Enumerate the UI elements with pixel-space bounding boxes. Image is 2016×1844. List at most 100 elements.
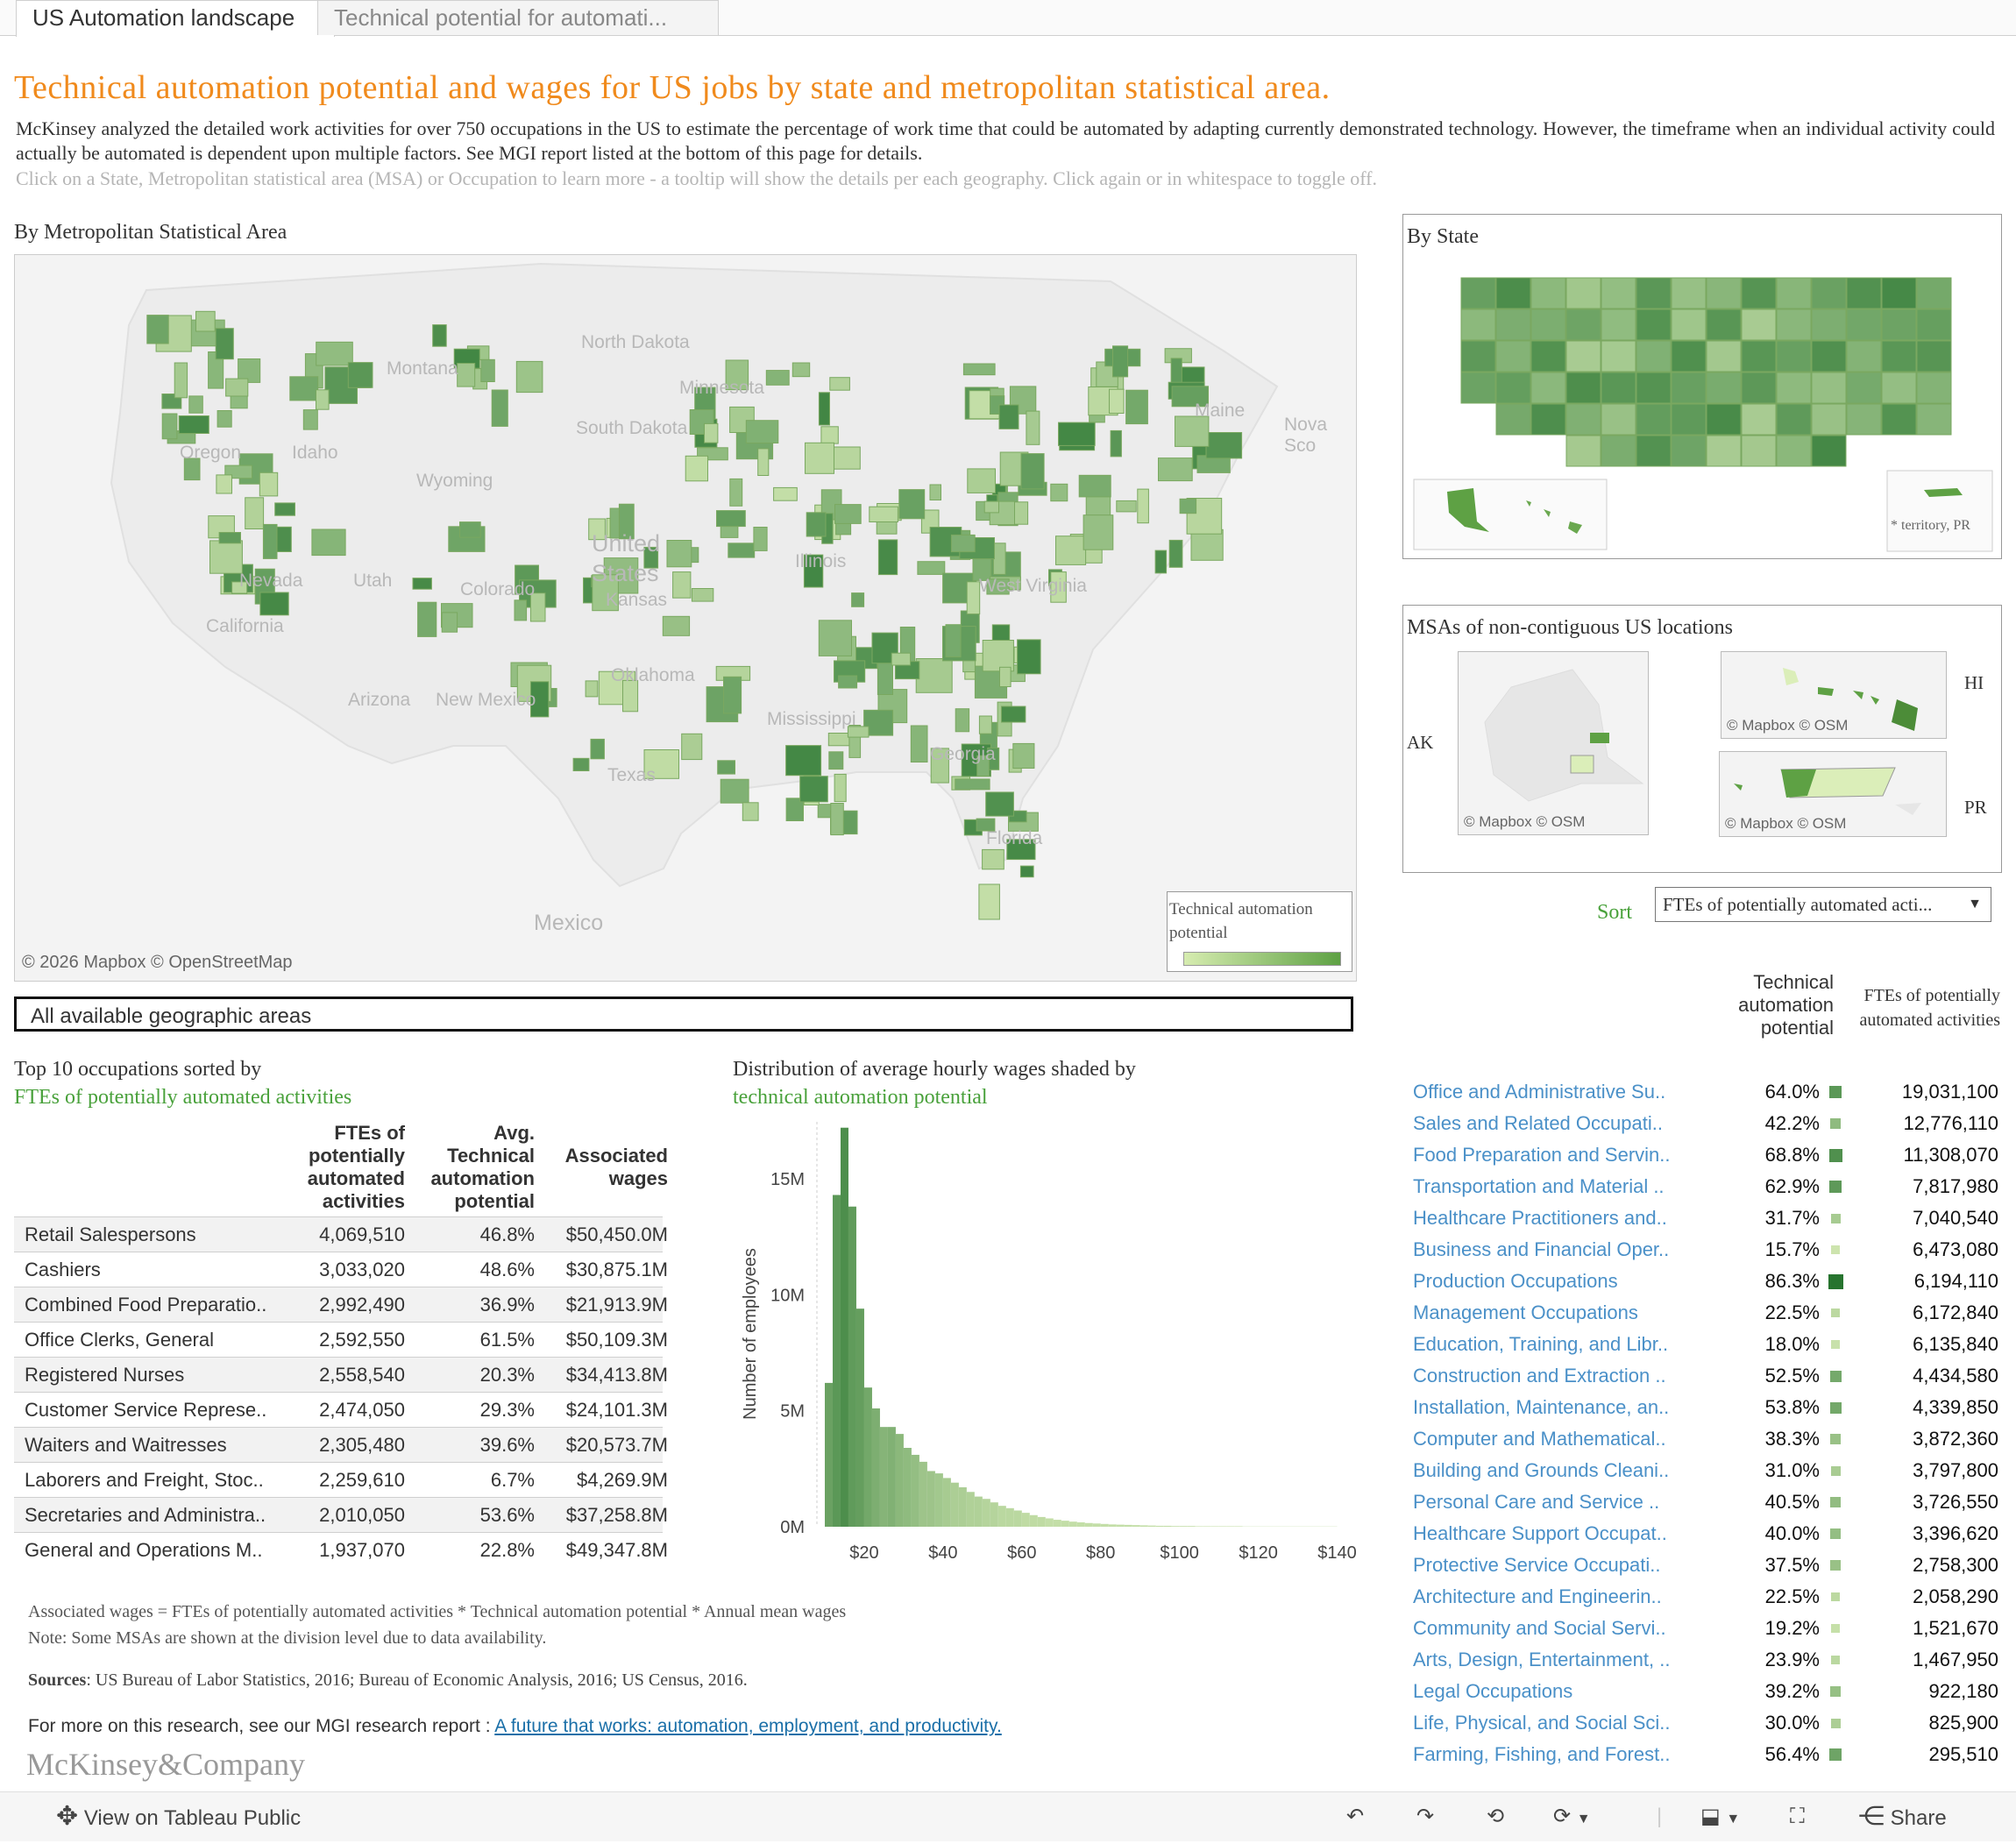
mini-map-ak[interactable]: © Mapbox © OSM <box>1458 651 1649 835</box>
occupation-name[interactable]: Farming, Fishing, and Forest.. <box>1413 1739 1670 1770</box>
state-region[interactable] <box>1777 372 1811 403</box>
list-item[interactable]: Food Preparation and Servin..68.8%11,308… <box>1402 1139 2000 1171</box>
msa-region[interactable] <box>724 677 742 713</box>
msa-region[interactable] <box>515 600 527 621</box>
histogram-bar[interactable] <box>959 1487 967 1527</box>
msa-region[interactable] <box>442 613 457 632</box>
state-region[interactable] <box>1777 404 1811 435</box>
msa-region[interactable] <box>916 659 952 693</box>
msa-region[interactable] <box>746 421 778 443</box>
histogram-bar[interactable] <box>1219 1526 1227 1527</box>
occupation-name[interactable]: Transportation and Material .. <box>1413 1171 1665 1202</box>
state-region[interactable] <box>1461 341 1495 372</box>
msa-region[interactable] <box>992 625 1009 642</box>
occupation-name[interactable]: Business and Financial Oper.. <box>1413 1234 1669 1266</box>
occupation-name[interactable]: Healthcare Practitioners and.. <box>1413 1202 1667 1234</box>
msa-region[interactable] <box>984 501 998 513</box>
msa-region[interactable] <box>226 379 248 396</box>
tab-technical-potential[interactable]: Technical potential for automati... <box>317 0 719 35</box>
state-region[interactable] <box>1777 436 1811 466</box>
mini-credit-pr[interactable]: © Mapbox © OSM <box>1725 815 1846 833</box>
msa-region[interactable] <box>682 734 702 759</box>
msa-region[interactable] <box>730 479 742 506</box>
mini-map-pr[interactable]: © Mapbox © OSM <box>1719 751 1947 837</box>
state-region[interactable] <box>1672 436 1706 466</box>
state-region[interactable] <box>1847 341 1881 372</box>
list-item[interactable]: Sales and Related Occupati..42.2%12,776,… <box>1402 1108 2000 1139</box>
histogram-bar[interactable] <box>872 1408 880 1527</box>
state-region[interactable] <box>1777 309 1811 340</box>
refresh-icon[interactable]: ⟳ ▼ <box>1553 1792 1591 1841</box>
state-region[interactable] <box>1742 436 1776 466</box>
state-region[interactable] <box>1601 404 1636 435</box>
msa-region[interactable] <box>774 487 798 500</box>
state-region[interactable] <box>1496 372 1530 403</box>
state-region[interactable] <box>1882 341 1916 372</box>
histogram-bar[interactable] <box>998 1506 1006 1527</box>
msa-region[interactable] <box>1020 866 1033 877</box>
state-region[interactable] <box>1882 309 1916 340</box>
msa-region[interactable] <box>878 540 897 575</box>
msa-region[interactable] <box>993 543 1005 575</box>
histogram-bar[interactable] <box>1085 1523 1093 1527</box>
state-region[interactable] <box>1742 278 1776 309</box>
state-region[interactable] <box>1496 309 1530 340</box>
state-region[interactable] <box>1882 278 1916 309</box>
revert-icon[interactable]: ⟲ <box>1487 1792 1504 1841</box>
histogram-bar[interactable] <box>888 1427 896 1527</box>
histogram-bar[interactable] <box>919 1462 927 1527</box>
mini-map-hi[interactable]: © Mapbox © OSM <box>1721 651 1947 739</box>
msa-region[interactable] <box>918 562 945 575</box>
state-region[interactable] <box>1707 278 1741 309</box>
msa-region[interactable] <box>481 359 495 381</box>
msa-region[interactable] <box>1018 640 1041 674</box>
msa-region[interactable] <box>951 535 975 551</box>
msa-region[interactable] <box>1079 475 1111 497</box>
state-region[interactable] <box>1882 404 1916 435</box>
histogram-bar[interactable] <box>833 1195 841 1527</box>
msa-region[interactable] <box>1000 667 1012 686</box>
list-item[interactable]: Personal Care and Service ..40.5%3,726,5… <box>1402 1486 2000 1518</box>
msa-map[interactable]: Montana North Dakota Minnesota South Dak… <box>14 254 1357 982</box>
msa-region[interactable] <box>1159 458 1193 481</box>
msa-region[interactable] <box>999 405 1019 429</box>
research-report-link[interactable]: A future that works: automation, employm… <box>494 1716 1002 1736</box>
state-region[interactable] <box>1566 309 1601 340</box>
list-item[interactable]: Education, Training, and Libr..18.0%6,13… <box>1402 1329 2000 1360</box>
msa-region[interactable] <box>210 541 243 573</box>
msa-region[interactable] <box>800 777 828 802</box>
state-region[interactable] <box>1566 436 1601 466</box>
histogram-bar[interactable] <box>1188 1526 1196 1527</box>
histogram-bar[interactable] <box>1203 1526 1211 1527</box>
msa-hawaii-county[interactable] <box>1892 699 1918 731</box>
state-region[interactable] <box>1461 278 1495 309</box>
msa-region[interactable] <box>492 390 508 426</box>
msa-region[interactable] <box>573 758 589 770</box>
msa-region[interactable] <box>1113 346 1128 377</box>
msa-region[interactable] <box>196 311 216 331</box>
histogram-bar[interactable] <box>1038 1517 1046 1527</box>
msa-region[interactable] <box>316 390 330 409</box>
state-region[interactable] <box>1917 404 1951 435</box>
msa-region[interactable] <box>718 761 735 774</box>
msa-region[interactable] <box>1026 411 1040 444</box>
state-region[interactable] <box>1531 309 1565 340</box>
occupation-name[interactable]: Personal Care and Service .. <box>1413 1486 1659 1518</box>
msa-region[interactable] <box>979 884 1000 919</box>
histogram-bar[interactable] <box>1117 1525 1125 1527</box>
sort-dropdown[interactable]: FTEs of potentially automated acti...▼ <box>1655 887 1991 922</box>
msa-region[interactable] <box>870 507 898 521</box>
state-region[interactable] <box>1566 372 1601 403</box>
msa-region[interactable] <box>1056 536 1086 565</box>
msa-region[interactable] <box>162 414 177 439</box>
state-region[interactable] <box>1461 372 1495 403</box>
state-region[interactable] <box>1566 404 1601 435</box>
list-item[interactable]: Architecture and Engineerin..22.5%2,058,… <box>1402 1581 2000 1613</box>
state-region[interactable] <box>1777 341 1811 372</box>
state-region[interactable] <box>1531 278 1565 309</box>
msa-region[interactable] <box>946 625 961 657</box>
histogram-bar[interactable] <box>983 1499 990 1527</box>
